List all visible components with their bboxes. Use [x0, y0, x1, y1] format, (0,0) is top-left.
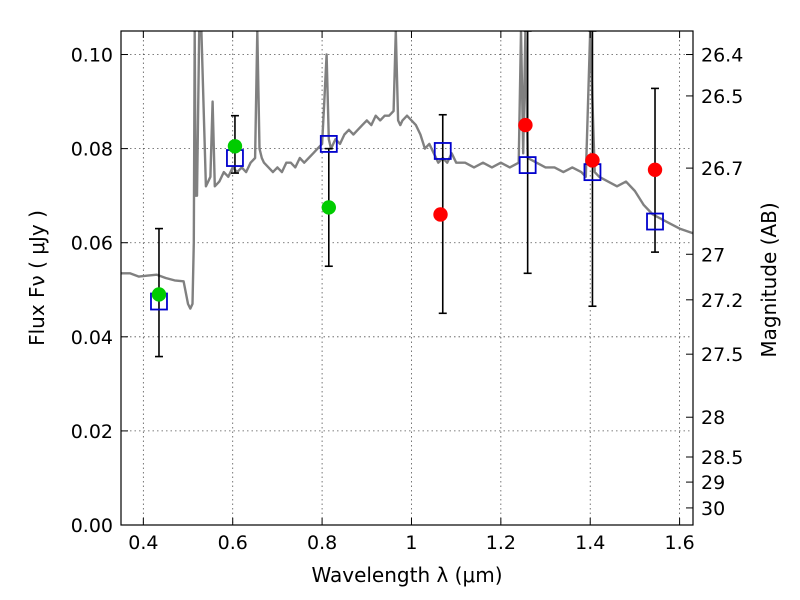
- plot-frame: [120, 30, 694, 526]
- y2-tick-label: 27.5: [701, 344, 743, 366]
- model-box-marker: [646, 212, 664, 231]
- green-data-point: [227, 139, 243, 154]
- y2-tick-label: 26.7: [701, 158, 743, 180]
- y2-axis-title: Magnitude (AB): [757, 202, 781, 357]
- x-axis-title: Wavelength λ (μm): [311, 563, 502, 587]
- red-data-point: [647, 162, 663, 177]
- x-tick-label: 1.6: [664, 532, 694, 554]
- y2-tick-label: 26.5: [701, 86, 743, 108]
- green-data-point: [151, 287, 167, 302]
- plot-background: [121, 31, 693, 525]
- model-box-marker: [433, 142, 452, 160]
- x-tick-label: 1.4: [575, 532, 605, 554]
- y-tick-label: 0.08: [71, 139, 113, 161]
- x-tick-label: 0.8: [307, 532, 337, 554]
- y2-tick-label: 27: [701, 244, 725, 266]
- plot-area: [121, 31, 693, 358]
- x-tick-label: 1.2: [486, 532, 516, 554]
- y-tick-label: 0.04: [71, 327, 113, 349]
- model-box-marker: [319, 135, 338, 153]
- y2-tick-label: 28: [701, 407, 725, 429]
- x-tick-label: 1: [405, 532, 417, 554]
- red-data-point: [518, 117, 533, 133]
- y-axis-title: Flux Fν ( μJy ): [25, 210, 49, 346]
- red-data-point: [433, 207, 448, 222]
- y2-tick-label: 27.2: [701, 290, 743, 312]
- y2-tick-label: 26.4: [701, 45, 743, 67]
- y2-tick-label: 28.5: [701, 447, 743, 469]
- y-tick-label: 0.02: [71, 421, 113, 443]
- sed-model-line: [121, 31, 693, 310]
- y2-tick-label: 30: [701, 498, 725, 520]
- y-tick-label: 0.06: [71, 233, 113, 255]
- model-box-marker: [518, 156, 537, 174]
- x-tick-label: 0.4: [128, 532, 158, 554]
- x-tick-label: 0.6: [218, 532, 248, 554]
- y-tick-label: 0.10: [71, 45, 113, 67]
- y2-tick-label: 29: [701, 472, 725, 494]
- y-tick-label: 0.00: [71, 515, 113, 537]
- green-data-point: [321, 200, 336, 215]
- red-data-point: [585, 153, 600, 168]
- tick-labels: 0.4 0.6 0.8 1 1.2 1.4 1.6 0.00 0.02 0.04 0.06 0.08 0…: [71, 45, 744, 554]
